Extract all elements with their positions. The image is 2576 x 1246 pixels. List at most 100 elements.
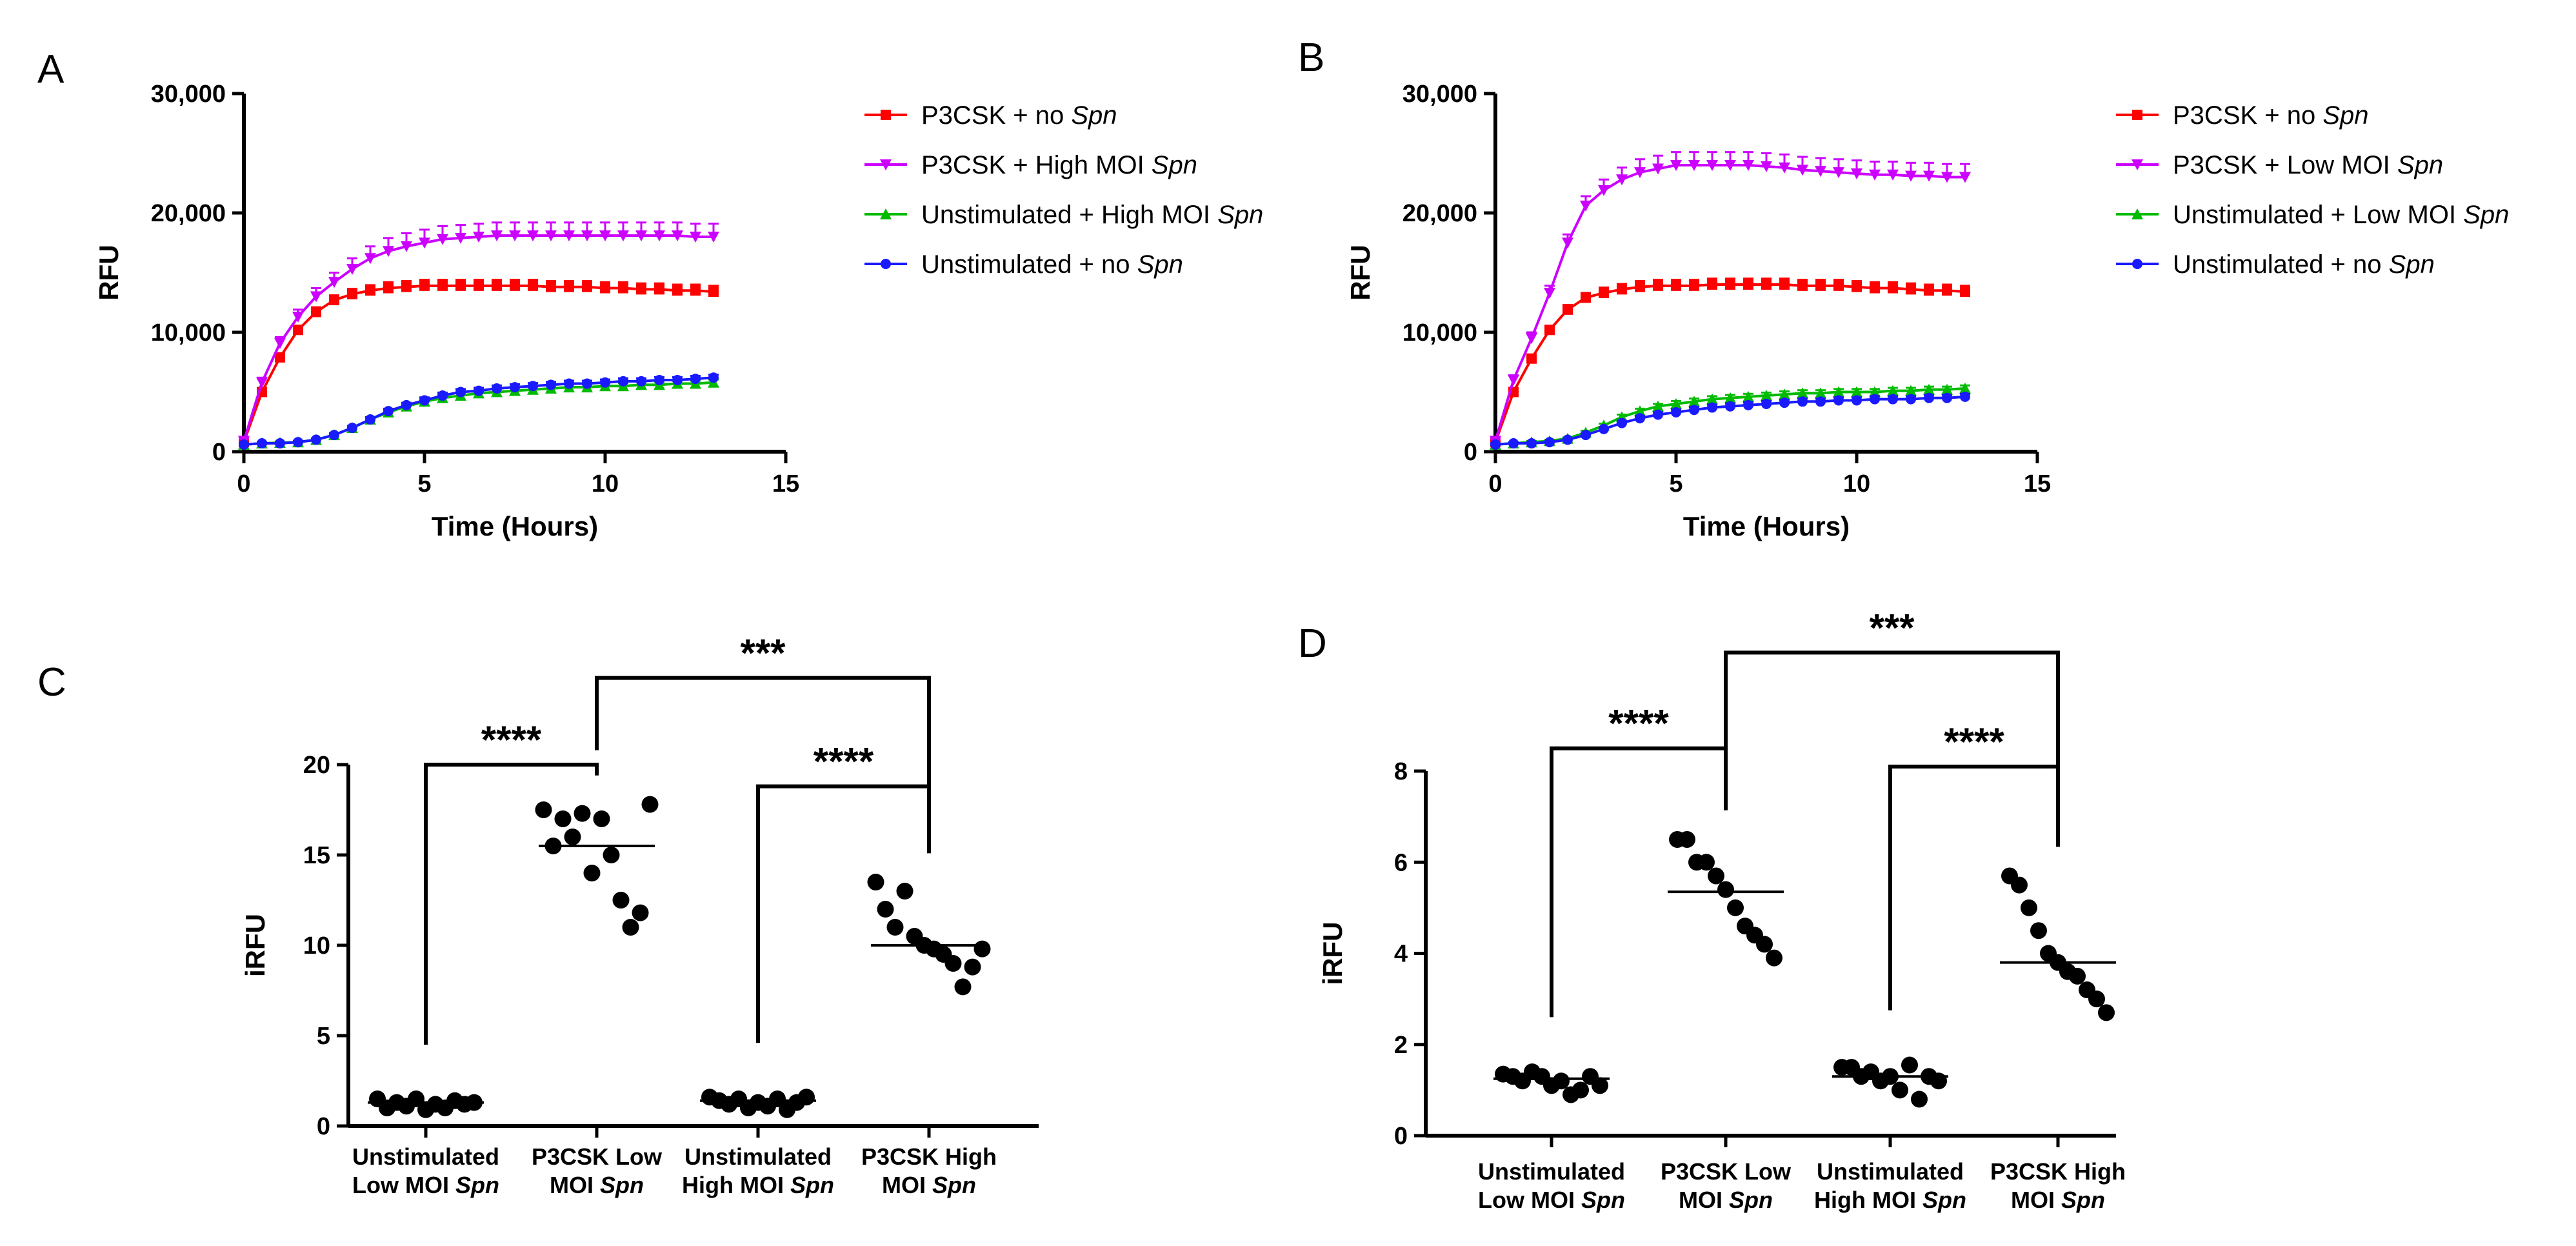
panel-c-data-point (886, 919, 904, 936)
panel-d-significance-bracket (1724, 650, 2060, 847)
panel-c-category-label-text: MOI (882, 1172, 932, 1198)
panel-c-data-point (944, 955, 962, 972)
panel-a-data-point (365, 414, 375, 425)
panel-c-data-point (973, 940, 991, 958)
panel-b-chart: 0 10,000 20,000 30,000 0 5 10 15 Time (Hours) RFU… (1345, 81, 2509, 541)
panel-c-data-point (603, 847, 620, 863)
panel-a-legend-label: P3CSK + no Spn (921, 101, 1117, 130)
panel-d-significance-bracket (1888, 764, 2060, 1010)
panel-a-x-tick-label: 5 (417, 470, 431, 497)
panel-a-y-tick-label: 30,000 (151, 81, 226, 108)
panel-b-data-point (1815, 387, 1826, 399)
panel-b-data-point (1905, 170, 1917, 182)
panel-b-data-point (1688, 160, 1700, 171)
panel-d-data-point (2011, 876, 2028, 894)
panel-b-legend-label-italic: Spn (2397, 151, 2443, 179)
panel-b-data-point (1870, 394, 1880, 405)
panel-d-data-point (1766, 949, 1782, 967)
panel-a-series-1 (238, 221, 719, 447)
panel-d-y-tick-label: 4 (1394, 941, 1408, 968)
panel-b-data-point (1707, 279, 1717, 290)
panel-a-data-point (690, 232, 701, 243)
panel-d-category-label: P3CSK High (1990, 1158, 2126, 1185)
panel-a-legend-label-italic: Spn (1152, 151, 1197, 179)
panel-a-data-point (329, 430, 339, 441)
panel-b-data-point (1617, 417, 1627, 428)
panel-b-data-point (1959, 172, 1971, 183)
panel-c-data-point (964, 958, 981, 976)
panel-d-data-point (1727, 899, 1744, 916)
panel-a-data-point (401, 399, 412, 410)
panel-d-category-label: High MOI Spn (1814, 1187, 1966, 1213)
panel-c-category-label: Low MOI Spn (352, 1172, 499, 1198)
panel-c-data-point (632, 904, 649, 921)
panel-d-data-point (1717, 881, 1734, 898)
panel-b-data-point (1563, 434, 1573, 445)
panel-a-data-point (437, 390, 448, 401)
panel-a-data-point (256, 377, 268, 388)
panel-a-x-tick-label: 15 (772, 470, 799, 497)
panel-d-data-point (1679, 830, 1695, 848)
panel-c-significance-label: *** (740, 632, 786, 675)
panel-a-data-point (329, 295, 339, 306)
panel-a-data-point (581, 230, 593, 242)
panel-d-category-label-text: MOI (2011, 1187, 2061, 1213)
panel-b-legend-label-text: Unstimulated + Low MOI (2173, 201, 2463, 229)
panel-c-category-label-text: Low MOI (352, 1172, 455, 1198)
panel-a-legend-label: Unstimulated + High MOI Spn (921, 201, 1263, 229)
panel-c-category-label-italic: Spn (790, 1172, 834, 1198)
panel-b-y-axis-title: RFU (1345, 245, 1375, 300)
panel-b-data-point (1960, 391, 1970, 402)
panel-b-legend-label: P3CSK + Low MOI Spn (2173, 151, 2443, 179)
panel-b-x-tick-label: 5 (1669, 470, 1682, 497)
panel-d-category-label-italic: Spn (1922, 1187, 1966, 1213)
panel-a-data-point (347, 423, 357, 433)
panel-a-data-point (437, 234, 448, 245)
panel-c-data-point (554, 810, 572, 827)
panel-b-data-point (1852, 281, 1862, 292)
panel-b-data-point (1508, 438, 1519, 449)
panel-a-data-point (582, 378, 592, 389)
panel-d-y-tick-label: 2 (1394, 1032, 1408, 1059)
panel-d-significance-label: **** (1608, 702, 1669, 745)
panel-b-data-point (1526, 333, 1537, 345)
panel-d-significance-bracket (1550, 746, 1728, 1018)
panel-c-significance-bracket (424, 763, 599, 1045)
panel-c-y-tick-label: 5 (317, 1023, 330, 1050)
panel-b-data-point (1761, 399, 1772, 409)
panel-b-series-3 (1490, 391, 1970, 450)
panel-c-y-tick-label: 0 (317, 1113, 330, 1140)
panel-a-data-point (383, 406, 394, 417)
panel-a-data-point (510, 280, 520, 291)
panel-b-data-point (1617, 284, 1627, 295)
panel-b-data-point (1635, 281, 1645, 292)
panel-b-x-tick-label: 10 (1843, 470, 1870, 497)
panel-a-legend-label: P3CSK + High MOI Spn (921, 151, 1197, 179)
panel-d-category-label-italic: Spn (1581, 1187, 1625, 1213)
panel-b-data-point (1833, 386, 1844, 397)
panel-b-data-point (1671, 280, 1681, 291)
panel-a-legend-marker (881, 110, 891, 120)
panel-b-data-point (1851, 168, 1862, 179)
panel-d-category-label: Unstimulated (1478, 1158, 1625, 1185)
panel-b-legend-marker (2132, 259, 2142, 269)
panel-b-data-point (1941, 172, 1953, 183)
panel-a-data-point (274, 337, 286, 349)
panel-a-data-point (473, 232, 484, 243)
panel-b-series-1 (1490, 151, 1971, 447)
panel-d-data-point (1930, 1072, 1947, 1090)
panel-b-legend-marker (2132, 159, 2143, 170)
panel-b-data-point (1598, 185, 1610, 196)
panel-d-category-label: P3CSK Low (1661, 1158, 1792, 1185)
panel-a-legend-label-italic: Spn (1217, 201, 1263, 229)
panel-b-data-point (1652, 400, 1664, 412)
panel-a-data-point (564, 378, 574, 389)
panel-a-data-point (528, 280, 538, 291)
panel-b-x-tick-label: 15 (2024, 470, 2051, 497)
panel-c-category-label: P3CSK High (861, 1143, 997, 1170)
panel-b-data-point (1634, 405, 1646, 417)
panel-d-category-label-text: MOI (1679, 1187, 1729, 1213)
panel-b-y-tick-label: 0 (1464, 439, 1477, 466)
